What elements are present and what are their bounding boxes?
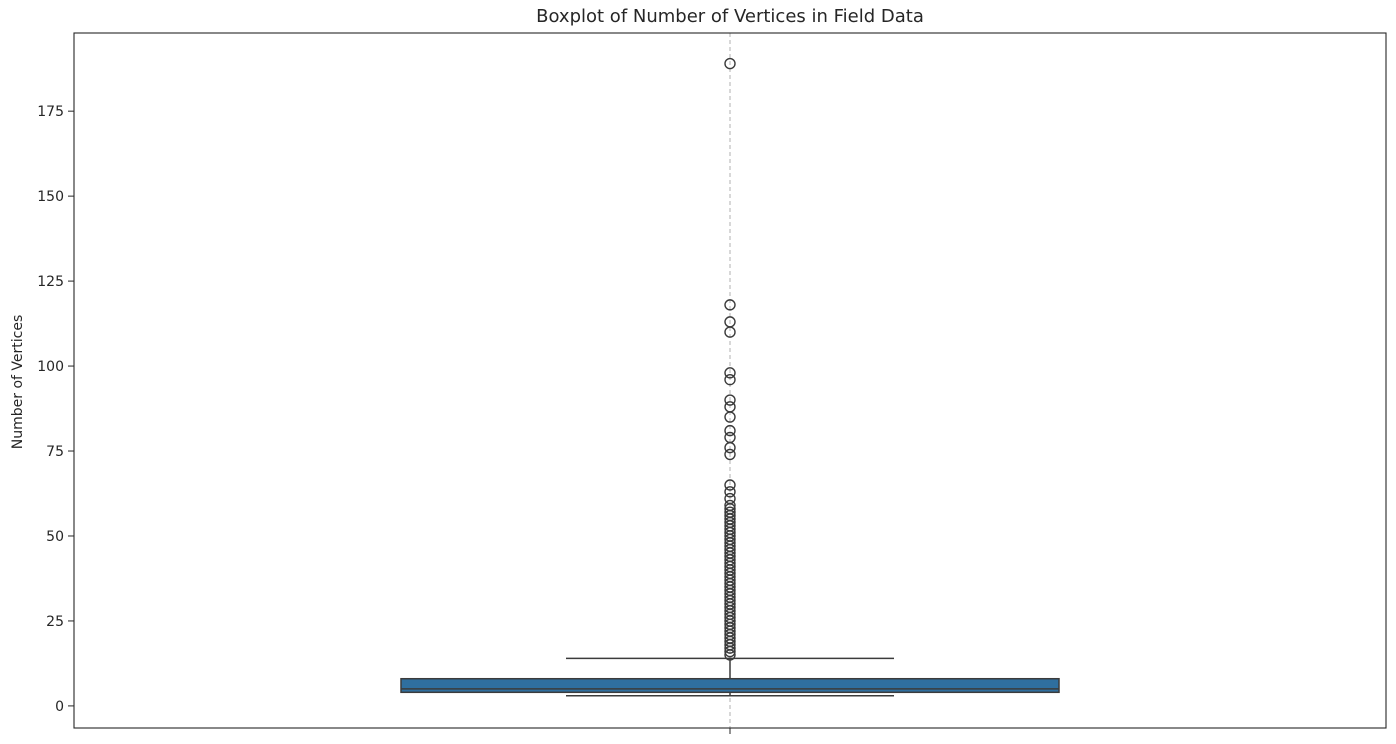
y-tick-label: 100: [37, 359, 64, 375]
y-tick-label: 25: [46, 614, 64, 630]
y-axis-label: Number of Vertices: [10, 315, 26, 449]
y-tick-label: 150: [37, 189, 64, 205]
outlier-point: [724, 479, 736, 491]
outlier-point: [724, 411, 736, 423]
chart-title: Boxplot of Number of Vertices in Field D…: [536, 6, 924, 27]
outlier-point: [724, 367, 736, 379]
outlier-point: [724, 424, 736, 437]
box-layer: [400, 677, 1060, 694]
y-tick-label: 175: [37, 104, 64, 120]
outlier-point: [724, 649, 736, 661]
outlier-point: [724, 448, 736, 461]
outlier-point: [724, 441, 736, 454]
outlier-point: [724, 486, 736, 498]
y-tick-label: 0: [55, 699, 64, 715]
outlier-point: [724, 326, 736, 338]
y-tick-label: 125: [37, 274, 64, 290]
plot-area-frame: [73, 32, 1387, 729]
outlier-point: [724, 299, 736, 311]
outlier-point: [724, 373, 736, 386]
y-tick-label: 75: [46, 444, 64, 460]
outlier-point: [724, 642, 736, 654]
y-axis: 0 25 50 75 100 125 150 175: [37, 104, 731, 734]
y-tick-label: 50: [46, 529, 64, 545]
outlier-point: [724, 57, 736, 70]
whisker-layer: [566, 657, 894, 697]
interquartile-box: [400, 677, 1060, 694]
outlier-point: [724, 645, 736, 658]
outlier-layer: [724, 57, 736, 661]
outlier-point: [724, 394, 736, 406]
